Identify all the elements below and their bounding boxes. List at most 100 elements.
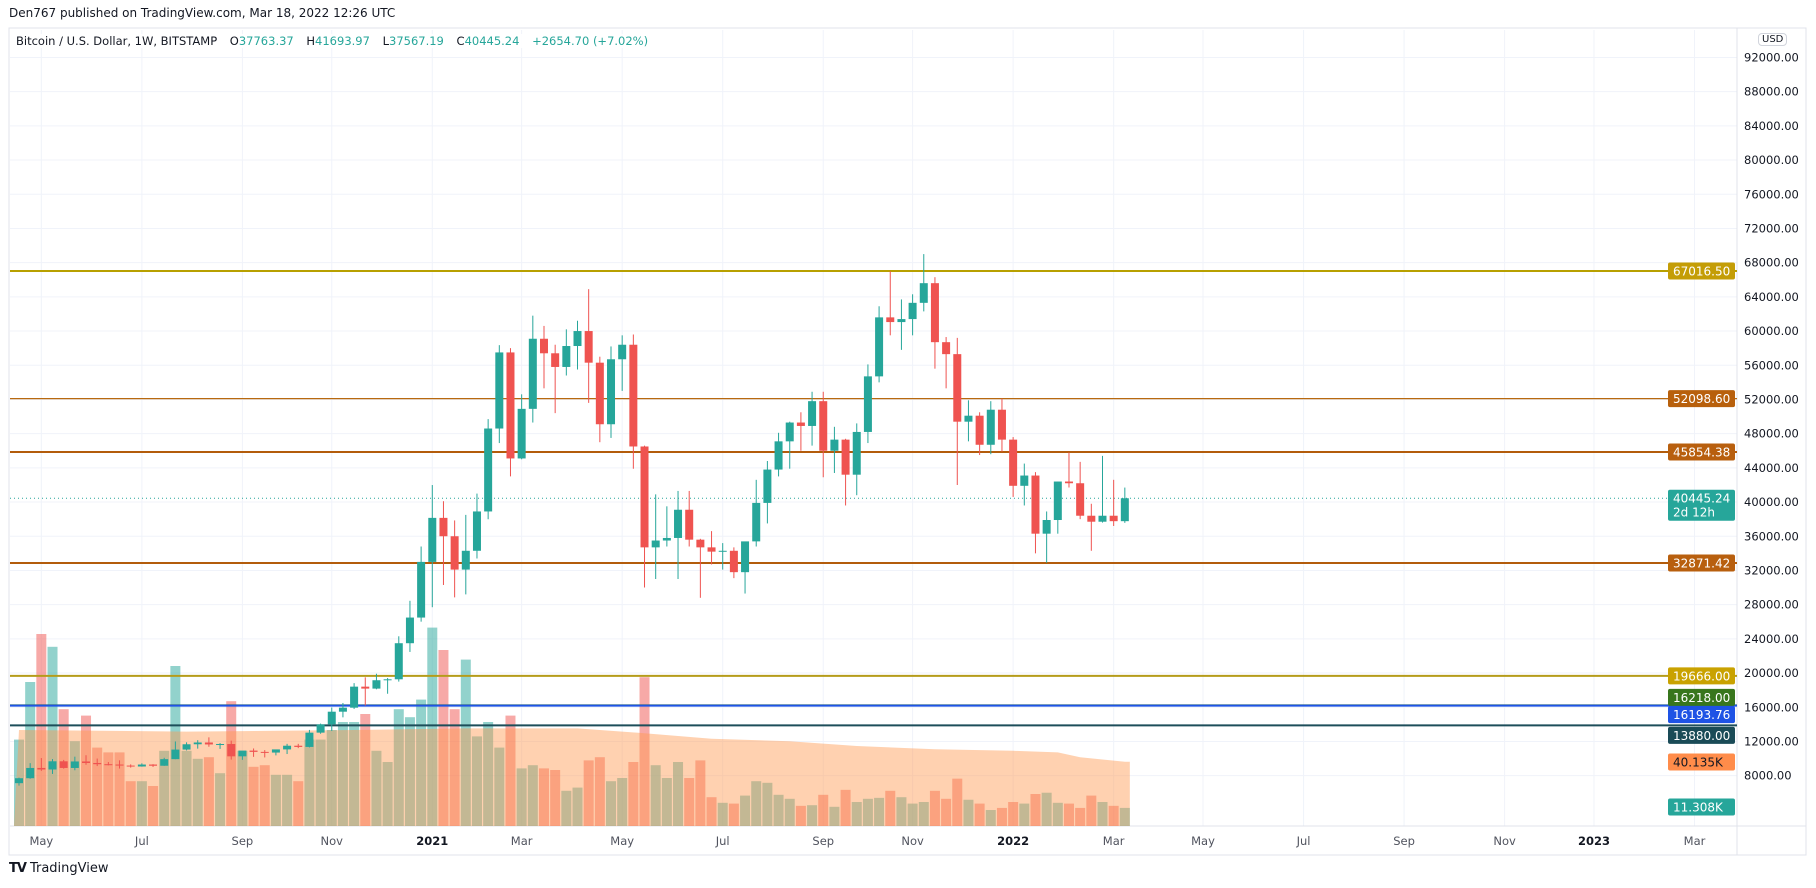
candle[interactable] xyxy=(1109,479,1118,526)
candle[interactable] xyxy=(808,391,817,446)
candle[interactable] xyxy=(193,740,202,749)
candle[interactable] xyxy=(316,723,325,734)
candle[interactable] xyxy=(350,683,359,709)
candle[interactable] xyxy=(394,636,403,682)
currency-badge[interactable]: USD xyxy=(1758,33,1788,46)
candle[interactable] xyxy=(216,743,225,749)
candle[interactable] xyxy=(1087,503,1096,551)
candle[interactable] xyxy=(953,337,962,485)
candle[interactable] xyxy=(539,325,548,389)
candle[interactable] xyxy=(495,345,504,444)
candle[interactable] xyxy=(741,541,750,594)
candle[interactable] xyxy=(450,520,459,598)
candle[interactable] xyxy=(997,398,1006,452)
candle[interactable] xyxy=(752,479,761,547)
candle[interactable] xyxy=(942,337,951,389)
candle[interactable] xyxy=(1120,487,1129,523)
candle[interactable] xyxy=(461,514,470,595)
candle[interactable] xyxy=(707,531,716,565)
candle[interactable] xyxy=(338,702,347,718)
candle[interactable] xyxy=(674,490,683,580)
candle[interactable] xyxy=(59,759,68,769)
candle[interactable] xyxy=(584,289,593,403)
candle[interactable] xyxy=(249,748,258,757)
candle[interactable] xyxy=(48,759,57,774)
candle[interactable] xyxy=(573,320,582,370)
candle[interactable] xyxy=(37,758,46,771)
candle[interactable] xyxy=(160,757,169,766)
candle[interactable] xyxy=(651,494,660,580)
candle[interactable] xyxy=(327,707,336,732)
candle[interactable] xyxy=(405,600,414,652)
candle[interactable] xyxy=(819,391,828,478)
candle[interactable] xyxy=(908,294,917,336)
candle[interactable] xyxy=(417,546,426,622)
candle[interactable] xyxy=(383,678,392,694)
candle[interactable] xyxy=(975,412,984,456)
time-axis[interactable]: May Jul Sep Nov 2021 Mar May Jul Sep Nov 2022 Mar Ma… xyxy=(29,834,1705,848)
candle[interactable] xyxy=(1064,452,1073,488)
candle[interactable] xyxy=(227,740,236,760)
candle[interactable] xyxy=(283,743,292,755)
candle[interactable] xyxy=(15,777,23,786)
candle[interactable] xyxy=(70,756,79,771)
candle[interactable] xyxy=(919,254,928,312)
candle[interactable] xyxy=(271,749,280,756)
candle[interactable] xyxy=(852,423,861,496)
candle[interactable] xyxy=(260,750,269,758)
candle[interactable] xyxy=(964,400,973,442)
candle[interactable] xyxy=(595,356,604,443)
candle[interactable] xyxy=(305,729,314,748)
candle[interactable] xyxy=(1020,463,1029,506)
candle[interactable] xyxy=(1042,511,1051,563)
candle[interactable] xyxy=(528,315,537,423)
candle[interactable] xyxy=(718,543,727,570)
candle[interactable] xyxy=(841,438,850,506)
candle[interactable] xyxy=(785,421,794,469)
candle[interactable] xyxy=(1076,461,1085,520)
candle[interactable] xyxy=(472,493,481,559)
candle[interactable] xyxy=(149,764,158,767)
plot-pane[interactable] xyxy=(10,254,1737,826)
candle[interactable] xyxy=(607,346,616,438)
candle[interactable] xyxy=(629,334,638,469)
candle[interactable] xyxy=(26,763,35,779)
candle[interactable] xyxy=(1031,472,1040,554)
candle[interactable] xyxy=(93,758,102,767)
candle[interactable] xyxy=(294,743,303,749)
candle[interactable] xyxy=(696,538,705,598)
candle[interactable] xyxy=(986,401,995,455)
candle[interactable] xyxy=(439,501,448,585)
candle[interactable] xyxy=(562,329,571,376)
candle[interactable] xyxy=(115,760,124,769)
candle[interactable] xyxy=(126,764,135,768)
candle[interactable] xyxy=(763,461,772,524)
candle[interactable] xyxy=(428,485,437,608)
candle[interactable] xyxy=(1098,455,1107,523)
candle[interactable] xyxy=(830,426,839,473)
candle[interactable] xyxy=(875,306,884,383)
candle[interactable] xyxy=(171,741,180,760)
candle[interactable] xyxy=(729,547,738,579)
candle[interactable] xyxy=(551,344,560,414)
candle[interactable] xyxy=(774,432,783,477)
candle[interactable] xyxy=(137,763,146,767)
candle[interactable] xyxy=(1053,481,1062,534)
candle[interactable] xyxy=(796,412,805,451)
candle[interactable] xyxy=(372,673,381,690)
candle[interactable] xyxy=(517,394,526,460)
candle[interactable] xyxy=(1009,437,1018,497)
candle[interactable] xyxy=(484,419,493,520)
candle[interactable] xyxy=(204,737,213,747)
candle[interactable] xyxy=(618,335,627,391)
candle[interactable] xyxy=(886,271,895,336)
candle[interactable] xyxy=(662,506,671,547)
candle[interactable] xyxy=(238,750,247,760)
candle[interactable] xyxy=(82,755,91,765)
candle[interactable] xyxy=(361,677,370,706)
candle[interactable] xyxy=(506,348,515,477)
candle[interactable] xyxy=(863,364,872,444)
candle[interactable] xyxy=(930,277,939,369)
candle[interactable] xyxy=(685,490,694,547)
